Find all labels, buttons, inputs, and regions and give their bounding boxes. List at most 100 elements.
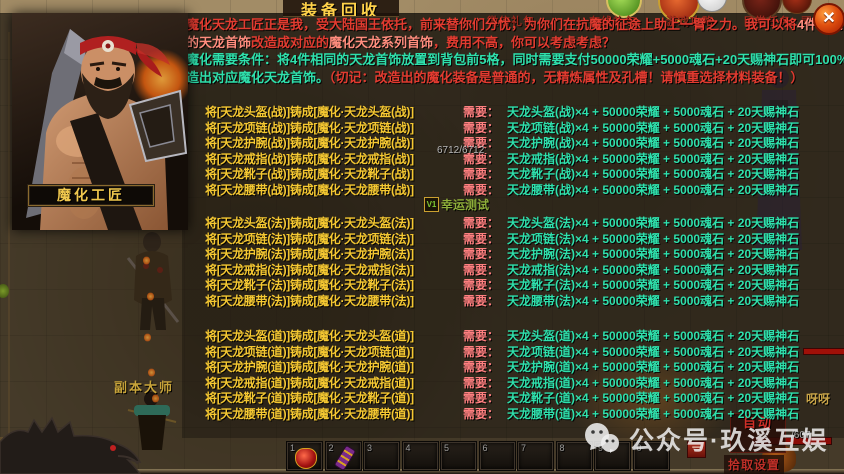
conversion-row: 将[天龙护腕(道)]铸成[魔化·天龙护腕(道)] 需要： 天龙护腕(道)×4 + 5… (205, 358, 825, 374)
conversion-group-mage: 将[天龙头盔(法)]铸成[魔化·天龙头盔(法)] 需要： 天龙头盔(法)×4 + 5… (205, 214, 825, 308)
need-label: 需要： (463, 105, 500, 119)
conversion-row: 将[天龙靴子(战)]铸成[魔化·天龙靴子(战)] 需要： 天龙靴子(战)×4 + 5… (205, 165, 825, 181)
need-label: 需要： (463, 182, 500, 197)
conversion-row: 将[天龙戒指(道)]铸成[魔化·天龙戒指(道)] 需要： 天龙戒指(道)×4 + 5… (205, 374, 825, 390)
need-label: 需要： (463, 231, 500, 246)
conversion-row: 将[天龙靴子(法)]铸成[魔化·天龙靴子(法)] 需要： 天龙靴子(法)×4 + 5… (205, 276, 825, 292)
conversion-option-link[interactable]: 将[天龙靴子(法)]铸成[魔化·天龙靴子(法)] (205, 278, 414, 293)
top-menu-item[interactable]: 司 (801, 16, 813, 28)
hotbar-slot-6[interactable]: 6 (479, 442, 515, 470)
cost-text: 天龙腰带(道)×4 + 50000荣耀 + 5000魂石 + 20天赐神石 (507, 406, 800, 421)
pickup-settings-button[interactable]: 拾取设置 (724, 455, 785, 474)
top-menu-item[interactable]: 日常任务 (743, 16, 791, 28)
ember-orb-icon[interactable] (782, 0, 812, 14)
cost-text: 天龙项链(法)×4 + 50000荣耀 + 5000魂石 + 20天赐神石 (507, 231, 800, 246)
hotbar-slot-8[interactable]: 8 (556, 442, 592, 470)
npc-sprite-acolyte[interactable] (126, 390, 178, 452)
slot-number: 1 (290, 443, 296, 453)
need-label: 需要： (463, 406, 500, 421)
hotbar-slot-7[interactable]: 7 (518, 442, 553, 470)
minimize-button[interactable]: － (687, 441, 706, 458)
intro-highlight: 的天龙首饰 (186, 34, 252, 50)
conversion-option-link[interactable]: 将[天龙腰带(法)]铸成[魔化·天龙腰带(法)] (205, 293, 414, 308)
conversion-option-link[interactable]: 将[天龙项链(道)]铸成[魔化·天龙项链(道)] (205, 344, 414, 359)
conversion-option-link[interactable]: 将[天龙腰带(战)]铸成[魔化·天龙腰带(战)] (205, 182, 414, 197)
npc-sprite-knight[interactable] (122, 230, 184, 334)
npc-nameplate: 魔化工匠 (28, 185, 154, 206)
top-menu-item[interactable]: 游戏攻略 (666, 16, 714, 28)
intro-highlight: 魔化天龙系列首饰 (329, 34, 434, 50)
need-label: 需要： (463, 329, 500, 343)
top-menu-item[interactable]: 在线礼包 (589, 16, 637, 28)
conversion-option-link[interactable]: 将[天龙护腕(法)]铸成[魔化·天龙护腕(法)] (205, 247, 414, 262)
white-orb-icon[interactable] (697, 0, 727, 12)
need-label: 需要： (463, 360, 500, 375)
recycle-banner: 装备回收 (283, 0, 399, 17)
conversion-option-link[interactable]: 将[天龙项链(战)]铸成[魔化·天龙项链(战)] (205, 120, 414, 135)
conversion-row: 将[天龙项链(战)]铸成[魔化·天龙项链(战)] 需要： 天龙项链(战)×4 + 5… (205, 119, 825, 135)
hotbar-slot-3[interactable]: 3 (364, 442, 399, 470)
hotbar-slot-2[interactable]: 2 (325, 442, 361, 472)
hotbar-slot-5[interactable]: 5 (441, 442, 476, 470)
bottom-edge (0, 469, 844, 474)
conversion-option-link[interactable]: 将[天龙靴子(战)]铸成[魔化·天龙靴子(战)] (205, 167, 414, 182)
conversion-option-link[interactable]: 将[天龙戒指(道)]铸成[魔化·天龙戒指(道)] (205, 375, 414, 390)
conversion-row: 将[天龙项链(法)]铸成[魔化·天龙项链(法)] 需要： 天龙项链(法)×4 + 5… (205, 230, 825, 246)
need-label: 需要： (463, 344, 500, 359)
conversion-option-link[interactable]: 将[天龙戒指(法)]铸成[魔化·天龙戒指(法)] (205, 262, 414, 277)
hp-value-text: /607 (791, 430, 811, 441)
conversion-option-link[interactable]: 将[天龙头盔(战)]铸成[魔化·天龙头盔(战)] (205, 105, 414, 119)
conversion-option-link[interactable]: 将[天龙戒指(战)]铸成[魔化·天龙戒指(战)] (205, 151, 414, 166)
npc-sprite-mage[interactable] (752, 60, 806, 260)
conversion-option-link[interactable]: 将[天龙头盔(道)]铸成[魔化·天龙头盔(道)] (205, 329, 414, 343)
purple-firecracker-icon[interactable] (333, 444, 356, 472)
cost-text: 天龙腰带(法)×4 + 50000荣耀 + 5000魂石 + 20天赐神石 (507, 293, 800, 308)
conversion-option-link[interactable]: 将[天龙头盔(法)]铸成[魔化·天龙头盔(法)] (205, 216, 414, 230)
cost-text: 天龙头盔(法)×4 + 50000荣耀 + 5000魂石 + 20天赐神石 (507, 216, 800, 230)
need-label: 需要： (463, 120, 500, 135)
recycle-banner-label: 装备回收 (300, 3, 381, 17)
need-label: 需要： (463, 391, 500, 406)
slot-number: 9 (598, 443, 604, 453)
dialog-left-border (8, 32, 10, 438)
conversion-row: 将[天龙腰带(道)]铸成[魔化·天龙腰带(道)] 需要： 天龙腰带(道)×4 + 5… (205, 405, 825, 421)
monster-hp-text: 6712/6712 (437, 145, 485, 156)
watermark-text: 公众号·玖溪互娱 (629, 427, 829, 455)
cost-text: 天龙戒指(法)×4 + 50000荣耀 + 5000魂石 + 20天赐神石 (507, 262, 800, 277)
conversion-row: 将[天龙护腕(战)]铸成[魔化·天龙护腕(战)] 需要： 天龙护腕(战)×4 + 5… (205, 134, 825, 150)
watermark: 公众号·玖溪互娱 (583, 421, 828, 457)
cost-text: 天龙项链(战)×4 + 50000荣耀 + 5000魂石 + 20天赐神石 (507, 120, 800, 135)
hotbar-slot-1[interactable]: 1 (287, 442, 322, 470)
cost-text: 天龙项链(道)×4 + 50000荣耀 + 5000魂石 + 20天赐神石 (507, 344, 800, 359)
hotbar-slot-0[interactable]: 0 (633, 442, 669, 470)
dragon-statue (0, 416, 142, 474)
conversion-row: 将[天龙项链(道)]铸成[魔化·天龙项链(道)] 需要： 天龙项链(道)×4 + 5… (205, 343, 825, 359)
need-label: 需要： (463, 293, 500, 308)
conversion-option-link[interactable]: 将[天龙项链(法)]铸成[魔化·天龙项链(法)] (205, 231, 414, 246)
need-label: 需要： (463, 167, 500, 182)
need-label: 需要： (463, 151, 500, 166)
close-button[interactable]: ✕ (813, 3, 844, 35)
dungeon-master-label: 副本大师 (114, 380, 175, 395)
conversion-row: 将[天龙腰带(战)]铸成[魔化·天龙腰带(战)] 需要： 天龙腰带(战)×4 + 5… (205, 181, 825, 197)
intro-text: 魔化天龙工匠正是我，受大陆国王依托，前来替你们分忧，为你们在抗魔的征途上助上一臂… (186, 17, 798, 32)
hotbar-slot-4[interactable]: 4 (402, 442, 438, 470)
intro-text: 改造成对应的 (251, 34, 330, 50)
conversion-option-link[interactable]: 将[天龙护腕(道)]铸成[魔化·天龙护腕(道)] (205, 360, 414, 375)
conversion-row: 将[天龙戒指(法)]铸成[魔化·天龙戒指(法)] 需要： 天龙戒指(法)×4 + 5… (205, 261, 825, 277)
cost-text: 天龙戒指(道)×4 + 50000荣耀 + 5000魂石 + 20天赐神石 (507, 375, 800, 390)
red-charm-icon[interactable] (295, 448, 317, 469)
slot-number: 7 (521, 443, 527, 453)
conversion-option-link[interactable]: 将[天龙护腕(战)]铸成[魔化·天龙护腕(战)] (205, 136, 414, 151)
auto-hang-button[interactable]: 自动 (730, 413, 786, 453)
slot-number: 6 (482, 443, 488, 453)
conversion-option-link[interactable]: 将[天龙靴子(道)]铸成[魔化·天龙靴子(道)] (205, 391, 414, 406)
conversion-option-link[interactable]: 将[天龙腰带(道)]铸成[魔化·天龙腰带(道)] (205, 406, 414, 421)
intro-line-2: 的天龙首饰改造成对应的魔化天龙系列首饰，费用不高，你可以考虑考虑？ (186, 34, 808, 52)
wechat-icon (585, 423, 619, 453)
cost-text: 天龙护腕(道)×4 + 50000荣耀 + 5000魂石 + 20天赐神石 (507, 360, 800, 375)
slot-number: 8 (559, 443, 565, 453)
conversion-row: 将[天龙靴子(道)]铸成[魔化·天龙靴子(道)] 需要： 天龙靴子(道)×4 + 5… (205, 389, 825, 405)
top-menu-item[interactable]: 微信礼包 (487, 16, 535, 28)
cost-text: 天龙护腕(法)×4 + 50000荣耀 + 5000魂石 + 20天赐神石 (507, 247, 800, 262)
